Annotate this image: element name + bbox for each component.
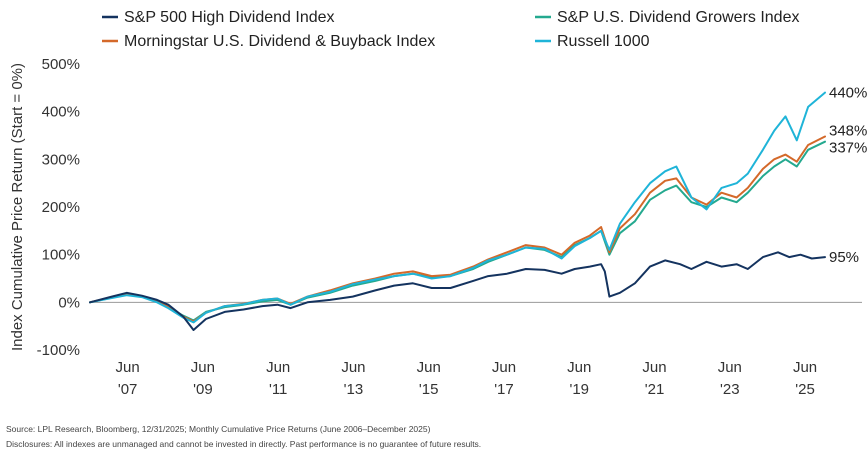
cumulative-return-line-chart: Index Cumulative Price Return (Start = 0… (9, 9, 867, 398)
x-tick-label: '23 (720, 381, 740, 398)
y-tick-label: 200% (42, 199, 80, 216)
x-tick-label: '15 (419, 381, 439, 398)
x-tick-label: '25 (795, 381, 815, 398)
legend-entry: Russell 1000 (557, 33, 650, 50)
series-end-label: 337% (829, 140, 867, 157)
x-tick-label: Jun (492, 359, 516, 376)
x-tick-label: '21 (645, 381, 665, 398)
y-tick-label: 300% (42, 151, 80, 168)
series-line (89, 91, 826, 324)
y-axis-label: Index Cumulative Price Return (Start = 0… (9, 63, 26, 351)
series-end-label: 348% (829, 122, 867, 139)
x-tick-label: '17 (494, 381, 514, 398)
x-tick-label: Jun (718, 359, 742, 376)
legend-entry: Morningstar U.S. Dividend & Buyback Inde… (124, 33, 435, 50)
series-line (89, 135, 826, 323)
x-tick-label: Jun (417, 359, 441, 376)
x-tick-label: Jun (793, 359, 817, 376)
series-line (89, 251, 826, 331)
x-tick-label: '13 (344, 381, 364, 398)
x-tick-label: '07 (118, 381, 138, 398)
y-tick-label: 400% (42, 104, 80, 121)
legend-entry: S&P U.S. Dividend Growers Index (557, 9, 799, 26)
legend-entry: S&P 500 High Dividend Index (124, 9, 335, 26)
series-end-label: 440% (829, 85, 867, 102)
x-tick-label: Jun (642, 359, 666, 376)
x-tick-label: Jun (567, 359, 591, 376)
x-tick-label: '09 (193, 381, 213, 398)
x-tick-label: Jun (266, 359, 290, 376)
x-tick-label: Jun (341, 359, 365, 376)
x-tick-label: Jun (191, 359, 215, 376)
x-tick-label: '11 (269, 381, 287, 398)
series-line (89, 140, 826, 322)
x-tick-label: '19 (569, 381, 589, 398)
y-tick-label: 500% (42, 56, 80, 73)
x-tick-label: Jun (116, 359, 140, 376)
source-footnote: Source: LPL Research, Bloomberg, 12/31/2… (6, 424, 431, 434)
y-tick-label: -100% (37, 342, 80, 359)
y-tick-label: 0% (58, 294, 80, 311)
disclosure-footnote: Disclosures: All indexes are unmanaged a… (6, 439, 482, 449)
series-end-label: 95% (829, 249, 859, 266)
y-tick-label: 100% (42, 247, 80, 264)
